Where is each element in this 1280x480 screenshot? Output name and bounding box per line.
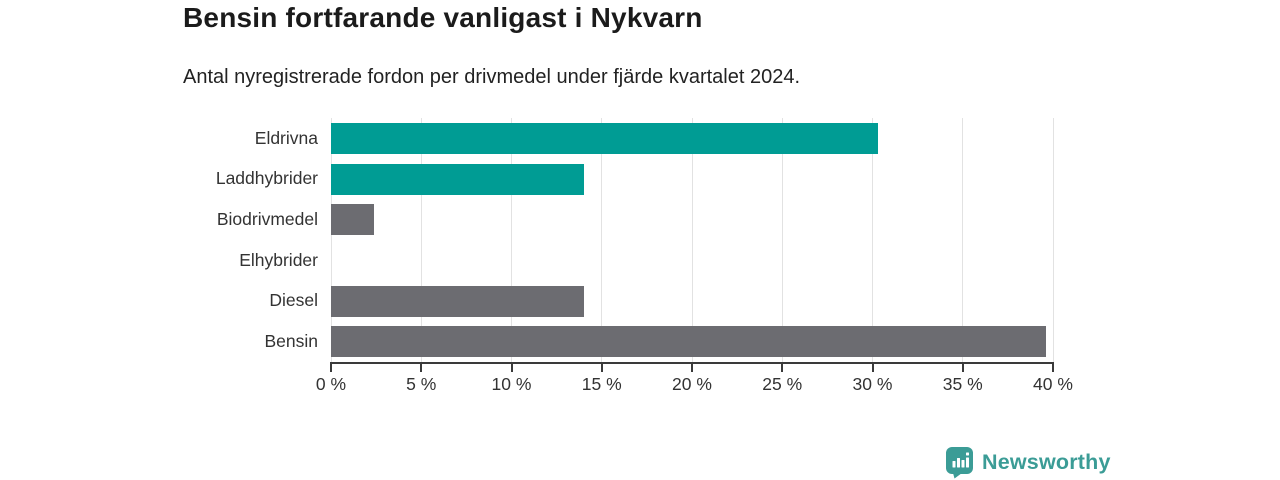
gridline [781,118,783,362]
x-tick-label: 30 % [852,374,893,394]
bar-diesel [331,285,584,317]
branding-logo-text: Newsworthy [982,450,1111,474]
axis-tick [1052,362,1054,372]
gridline [872,118,873,362]
axis-tick [510,362,513,372]
x-tick-label: 0 % [315,374,347,394]
category-label-diesel: Diesel [269,290,318,311]
chart-subtitle: Antal nyregistrerade fordon per drivmede… [183,66,801,88]
gridline [420,118,422,362]
x-tick-label: 40 % [1033,374,1073,394]
branding: Newsworthy [945,446,1111,479]
category-label-eldrivna: Eldrivna [254,127,318,148]
x-tick-label: 5 % [406,374,437,394]
x-tick-label: 25 % [762,374,803,394]
gridline [601,118,603,362]
bar-laddhybrider [331,163,584,195]
x-tick-label: 10 % [491,374,532,394]
category-label-biodrivmedel: Biodrivmedel [216,209,318,230]
bar-bensin [331,326,1046,358]
axis-tick [600,362,603,372]
axis-tick [961,362,964,372]
x-tick-label: 35 % [942,374,983,394]
bar-biodrivmedel [331,204,375,236]
newsworthy-logo-icon [945,446,975,479]
gridline [330,118,332,362]
axis-tick [871,362,874,372]
gridline [962,118,964,362]
axis-tick [781,362,784,372]
axis-tick [330,362,332,372]
x-tick-label: 15 % [581,374,622,394]
x-axis-line [330,362,1054,364]
chart-title: Bensin fortfarande vanligast i Nykvarn [183,2,703,33]
axis-tick [420,362,423,372]
x-tick-label: 20 % [672,374,712,394]
plot-area [330,118,1054,372]
axis-tick [691,362,693,372]
gridline [691,118,693,362]
category-label-bensin: Bensin [264,331,318,352]
bar-eldrivna [331,123,878,154]
category-label-elhybrider: Elhybrider [239,249,318,270]
gridline [511,118,512,362]
category-label-laddhybrider: Laddhybrider [215,168,318,189]
gridline [1052,118,1054,362]
